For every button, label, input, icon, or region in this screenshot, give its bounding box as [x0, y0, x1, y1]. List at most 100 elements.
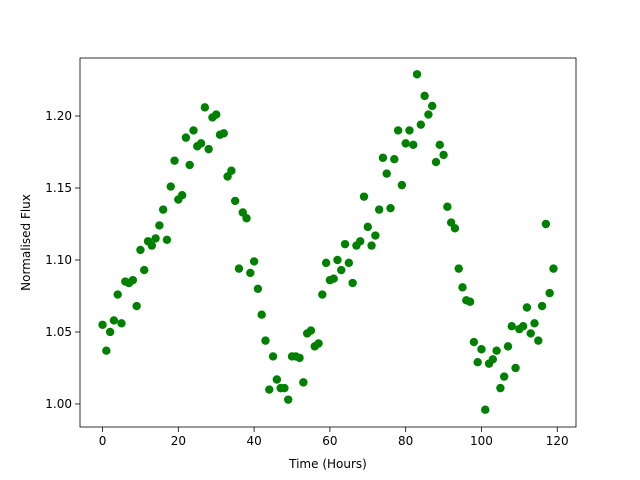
- data-point: [151, 234, 160, 243]
- data-point: [268, 352, 278, 361]
- data-point: [147, 241, 157, 250]
- x-tick-label: 80: [398, 434, 413, 448]
- data-point: [162, 235, 172, 245]
- data-point: [454, 264, 463, 273]
- data-point: [284, 395, 293, 404]
- data-point: [412, 70, 422, 79]
- y-tick-label: 1.15: [45, 181, 72, 195]
- data-point: [170, 156, 179, 165]
- data-point: [481, 405, 490, 414]
- data-point: [518, 322, 528, 331]
- y-tick-label: 1.00: [45, 397, 72, 411]
- data-point: [363, 222, 372, 232]
- data-point: [109, 316, 119, 325]
- data-point: [348, 278, 357, 288]
- data-point: [397, 180, 407, 190]
- data-point: [333, 255, 342, 265]
- data-point: [465, 297, 475, 306]
- data-point: [409, 140, 418, 150]
- data-point: [113, 290, 122, 299]
- data-point: [537, 301, 547, 311]
- x-tick-label: 60: [322, 434, 337, 448]
- data-point: [299, 378, 308, 387]
- x-tick-label: 40: [246, 434, 261, 448]
- data-point: [189, 126, 198, 135]
- x-tick-label: 100: [470, 434, 493, 448]
- data-point: [249, 257, 259, 266]
- data-point: [522, 303, 532, 312]
- y-tick-label: 1.10: [45, 253, 72, 267]
- data-point: [185, 160, 194, 170]
- data-point: [507, 322, 516, 331]
- data-point: [117, 319, 126, 328]
- data-point: [337, 265, 346, 275]
- data-point: [196, 139, 206, 148]
- x-tick-label: 20: [171, 434, 186, 448]
- x-tick-label: 120: [546, 434, 569, 448]
- data-point: [378, 153, 388, 162]
- y-axis-label: Normalised Flux: [19, 194, 33, 291]
- data-point: [450, 224, 460, 233]
- data-point: [469, 337, 479, 347]
- data-point: [261, 336, 270, 345]
- data-point: [234, 264, 244, 273]
- data-point: [246, 268, 255, 278]
- data-point: [132, 301, 141, 311]
- data-point: [306, 326, 316, 335]
- data-point: [428, 101, 437, 111]
- data-point: [443, 202, 452, 211]
- data-point: [526, 329, 535, 338]
- data-point: [340, 239, 350, 249]
- data-point: [253, 284, 263, 293]
- data-point: [371, 231, 380, 240]
- data-point: [272, 375, 282, 384]
- data-point: [314, 339, 323, 348]
- data-point: [374, 205, 384, 214]
- data-point: [200, 103, 210, 112]
- data-point: [356, 237, 365, 246]
- data-point: [393, 126, 403, 135]
- plot-frame: [79, 57, 577, 428]
- data-point: [496, 383, 505, 393]
- data-point: [166, 182, 175, 191]
- data-point: [492, 346, 501, 355]
- data-point: [386, 203, 395, 213]
- data-point: [257, 310, 266, 319]
- data-point: [499, 372, 509, 381]
- data-point: [227, 166, 236, 175]
- data-point: [219, 129, 228, 138]
- y-tick-label: 1.05: [45, 325, 72, 339]
- data-point: [329, 274, 338, 283]
- plot-marks: [98, 70, 558, 414]
- data-point: [128, 275, 138, 285]
- data-point: [265, 385, 274, 394]
- data-point: [367, 241, 376, 250]
- data-point: [473, 358, 482, 367]
- data-point: [416, 120, 426, 129]
- data-point: [280, 383, 289, 393]
- data-point: [511, 363, 520, 373]
- data-point: [140, 265, 149, 275]
- data-point: [458, 283, 467, 292]
- data-point: [98, 320, 107, 329]
- data-point: [382, 169, 391, 178]
- data-point: [295, 353, 304, 363]
- data-point: [242, 214, 251, 223]
- data-point: [431, 157, 441, 167]
- data-point: [204, 144, 213, 154]
- data-point: [401, 139, 410, 148]
- data-point: [155, 221, 164, 230]
- data-point: [136, 245, 145, 255]
- y-tick-label: 1.20: [45, 109, 72, 123]
- data-point: [439, 150, 448, 160]
- data-point: [390, 155, 399, 164]
- x-axis-label: Time (Hours): [288, 457, 367, 471]
- data-point: [181, 133, 191, 142]
- data-point: [102, 346, 111, 355]
- data-point: [420, 91, 429, 101]
- data-point: [435, 140, 444, 150]
- data-point: [230, 196, 240, 206]
